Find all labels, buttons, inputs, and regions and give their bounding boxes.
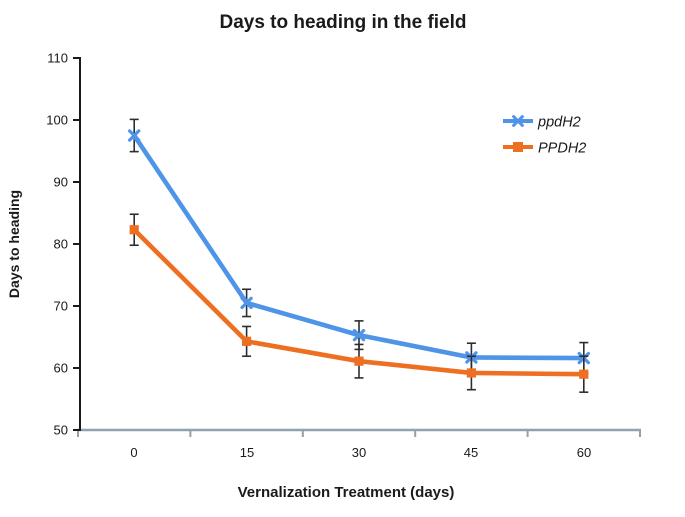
marker-square-PPDH2 bbox=[129, 225, 139, 235]
legend-label: ppdH2 bbox=[537, 115, 581, 131]
x-tick-label: 60 bbox=[577, 445, 591, 460]
legend-label: PPDH2 bbox=[538, 141, 586, 157]
legend-item-ppdH2: ppdH2 bbox=[503, 115, 581, 131]
y-tick-label: 80 bbox=[54, 237, 68, 252]
marker-square-PPDH2 bbox=[242, 336, 252, 346]
x-tick-label: 30 bbox=[352, 445, 366, 460]
x-axis-tick-labels: 0 15 30 45 60 bbox=[130, 445, 591, 460]
legend-item-PPDH2: PPDH2 bbox=[503, 141, 586, 157]
marker-x-ppdH2 bbox=[128, 129, 141, 142]
marker-square-PPDH2 bbox=[579, 369, 589, 379]
marker-square-PPDH2 bbox=[354, 356, 364, 366]
x-tick-label: 15 bbox=[240, 445, 254, 460]
marker-x-ppdH2 bbox=[240, 296, 253, 310]
legend: ppdH2 PPDH2 bbox=[503, 115, 586, 157]
chart-title: Days to heading in the field bbox=[219, 12, 466, 33]
x-tick-label: 0 bbox=[130, 445, 137, 460]
y-tick-label: 70 bbox=[54, 299, 68, 314]
legend-square-marker-icon bbox=[513, 142, 523, 152]
y-tick-label: 60 bbox=[54, 361, 68, 376]
y-tick-label: 100 bbox=[46, 113, 68, 128]
x-axis-title: Vernalization Treatment (days) bbox=[238, 484, 455, 501]
plot-area bbox=[73, 57, 641, 437]
legend-x-marker-icon bbox=[512, 115, 524, 127]
y-tick-label: 50 bbox=[54, 423, 68, 438]
y-axis-tick-labels: 110 100 90 80 70 60 50 bbox=[46, 51, 68, 438]
marker-square-PPDH2 bbox=[466, 368, 476, 378]
y-axis-title: Days to heading bbox=[6, 190, 22, 298]
marker-x-ppdH2 bbox=[352, 328, 366, 342]
y-tick-label: 110 bbox=[47, 51, 68, 66]
x-tick-label: 45 bbox=[464, 445, 478, 460]
y-tick-label: 90 bbox=[54, 175, 68, 190]
